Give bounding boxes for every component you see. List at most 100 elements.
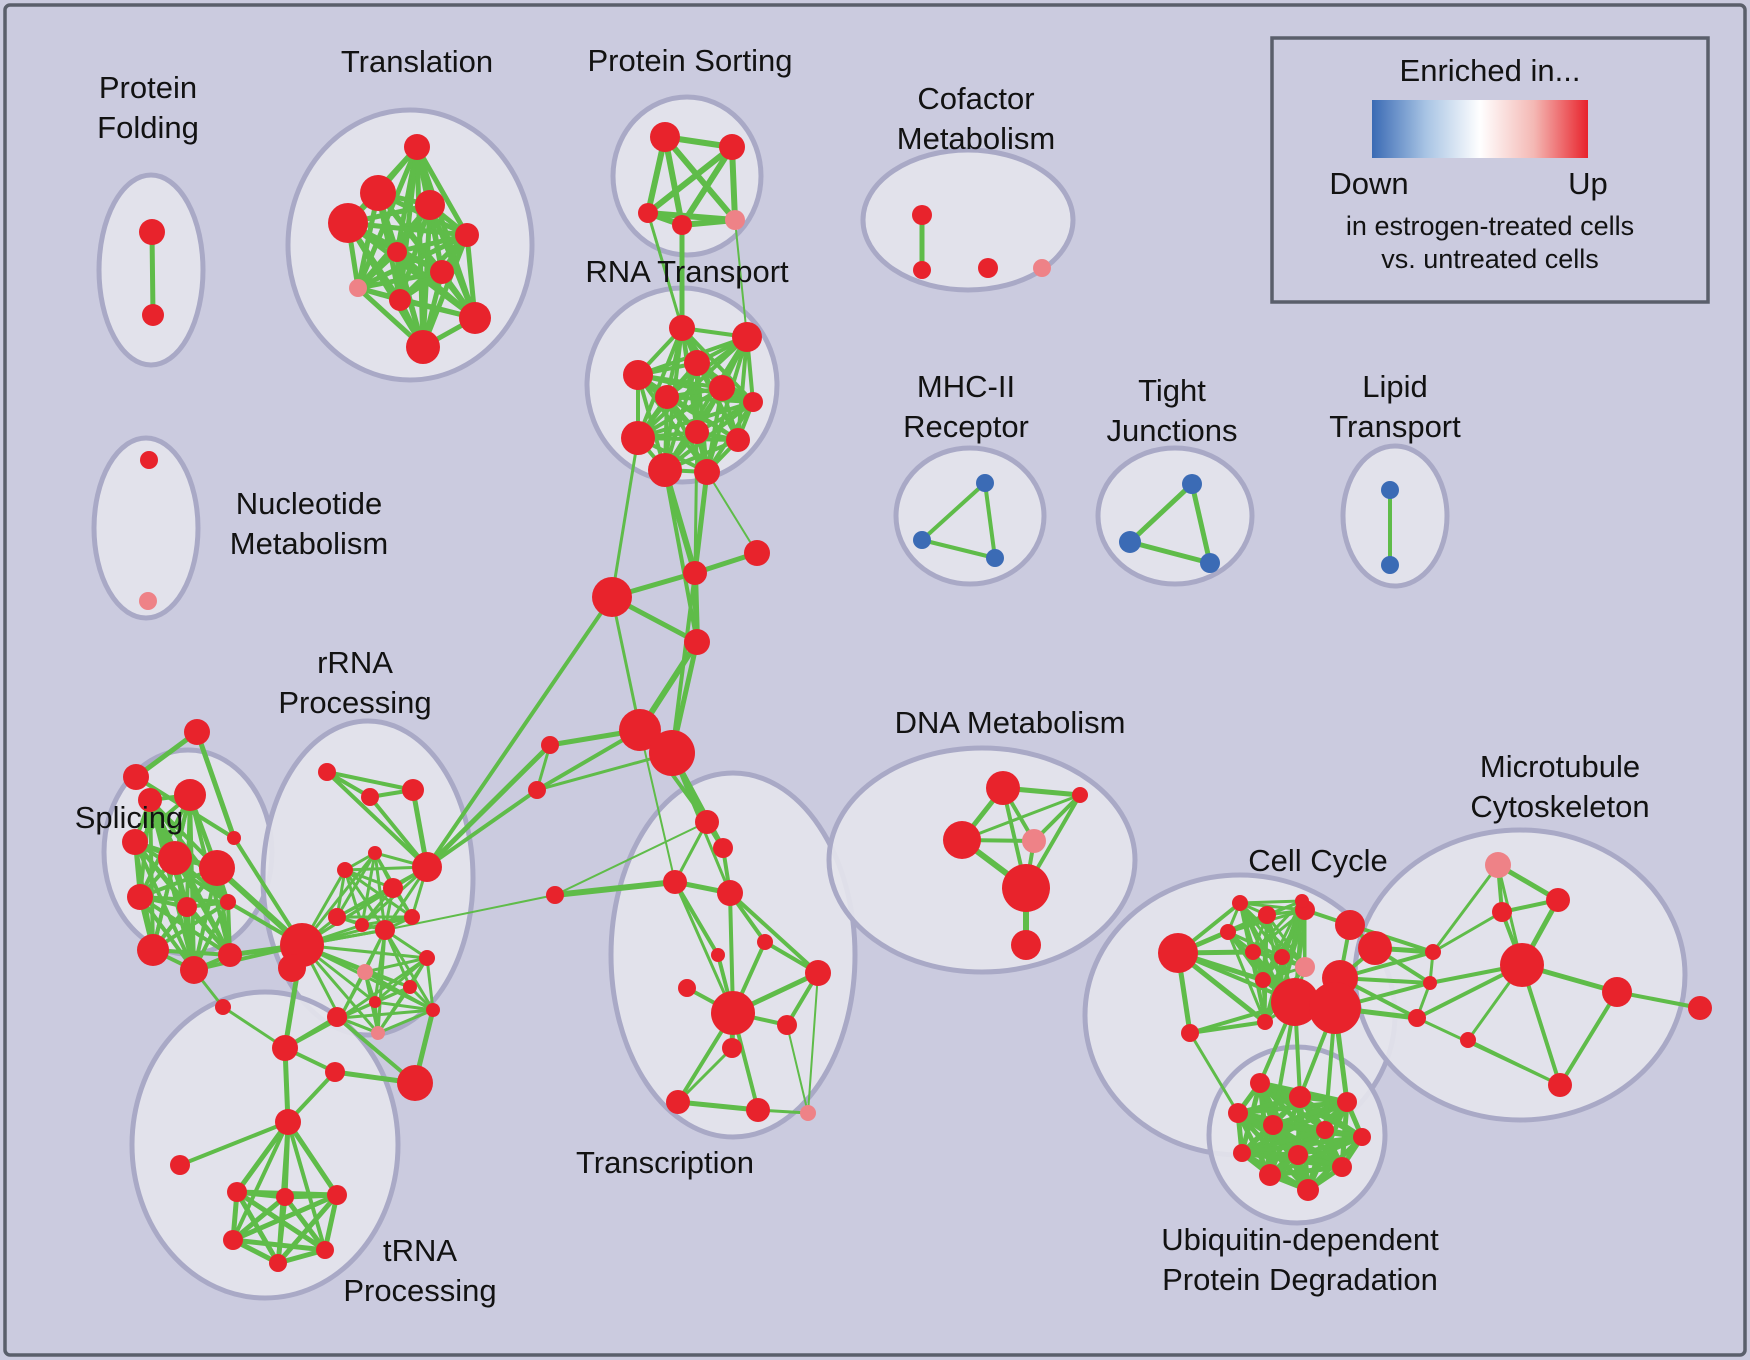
node-u2[interactable] (1289, 1086, 1311, 1108)
node-cc5[interactable] (1245, 944, 1261, 960)
node-x11[interactable] (722, 1038, 742, 1058)
node-t3[interactable] (415, 190, 445, 220)
node-mh1[interactable] (976, 474, 994, 492)
node-r4[interactable] (684, 350, 710, 376)
node-f2[interactable] (123, 764, 149, 790)
node-m1[interactable] (546, 886, 564, 904)
node-g7[interactable] (404, 909, 420, 925)
node-cc18[interactable] (1220, 924, 1236, 940)
node-mt1[interactable] (1485, 852, 1511, 878)
node-r7[interactable] (655, 385, 679, 409)
node-t2[interactable] (360, 175, 396, 211)
node-g12[interactable] (403, 980, 417, 994)
node-g9[interactable] (355, 918, 369, 932)
node-mt7[interactable] (1548, 1073, 1572, 1097)
node-mt3[interactable] (1492, 902, 1512, 922)
node-tr3[interactable] (325, 1062, 345, 1082)
node-ps2[interactable] (719, 134, 745, 160)
node-cc12[interactable] (1257, 1014, 1273, 1030)
node-tr11[interactable] (269, 1254, 287, 1272)
node-mt6[interactable] (1688, 996, 1712, 1020)
node-nm1[interactable] (140, 451, 158, 469)
node-cc17[interactable] (1295, 894, 1309, 908)
node-ms1[interactable] (215, 999, 231, 1015)
node-sp3[interactable] (122, 829, 148, 855)
node-s1[interactable] (541, 736, 559, 754)
node-j1[interactable] (1425, 944, 1441, 960)
node-sp4[interactable] (158, 841, 192, 875)
node-lp2[interactable] (1381, 556, 1399, 574)
node-sp10[interactable] (180, 956, 208, 984)
node-pf2[interactable] (142, 304, 164, 326)
node-d2[interactable] (943, 821, 981, 859)
node-x1[interactable] (695, 810, 719, 834)
node-g10[interactable] (328, 908, 346, 926)
node-sp1[interactable] (138, 788, 162, 812)
node-u11[interactable] (1259, 1164, 1281, 1186)
node-g13[interactable] (419, 950, 435, 966)
node-u9[interactable] (1288, 1145, 1308, 1165)
node-h1[interactable] (619, 709, 661, 751)
node-sp8[interactable] (220, 894, 236, 910)
node-mh2[interactable] (913, 531, 931, 549)
node-tr4[interactable] (397, 1065, 433, 1101)
node-t1[interactable] (404, 134, 430, 160)
node-sp9[interactable] (137, 934, 169, 966)
node-cf4[interactable] (1033, 259, 1051, 277)
node-ps3[interactable] (638, 203, 658, 223)
node-g2[interactable] (361, 788, 379, 806)
node-j3[interactable] (1408, 1009, 1426, 1027)
node-r12[interactable] (694, 459, 720, 485)
node-tr2[interactable] (327, 1007, 347, 1027)
node-t6[interactable] (387, 242, 407, 262)
node-cc1[interactable] (1158, 933, 1198, 973)
node-nm2[interactable] (139, 592, 157, 610)
node-u5[interactable] (1263, 1115, 1283, 1135)
node-mt4[interactable] (1500, 943, 1544, 987)
node-cc16[interactable] (1232, 895, 1248, 911)
node-tj2[interactable] (1119, 531, 1141, 553)
node-ps5[interactable] (725, 210, 745, 230)
node-cc9[interactable] (1255, 972, 1271, 988)
node-cf3[interactable] (978, 258, 998, 278)
node-r11[interactable] (648, 453, 682, 487)
node-t4[interactable] (328, 203, 368, 243)
node-mt2[interactable] (1546, 888, 1570, 912)
node-d4[interactable] (1072, 787, 1088, 803)
node-g3[interactable] (402, 779, 424, 801)
node-d5[interactable] (1002, 864, 1050, 912)
node-g5[interactable] (368, 846, 382, 860)
node-j2[interactable] (1423, 976, 1437, 990)
node-tr8[interactable] (276, 1188, 294, 1206)
node-c3[interactable] (592, 577, 632, 617)
node-lp1[interactable] (1381, 481, 1399, 499)
node-u1[interactable] (1250, 1073, 1270, 1093)
node-tj1[interactable] (1182, 474, 1202, 494)
node-t5[interactable] (455, 223, 479, 247)
node-tr1[interactable] (272, 1035, 298, 1061)
node-r5[interactable] (709, 375, 735, 401)
node-mh3[interactable] (986, 549, 1004, 567)
node-d1[interactable] (986, 771, 1020, 805)
node-f1[interactable] (184, 719, 210, 745)
node-r1[interactable] (669, 315, 695, 341)
node-r9[interactable] (726, 428, 750, 452)
node-r2[interactable] (732, 322, 762, 352)
node-g17[interactable] (426, 1003, 440, 1017)
node-t10[interactable] (459, 302, 491, 334)
node-x10[interactable] (777, 1015, 797, 1035)
node-u12[interactable] (1297, 1179, 1319, 1201)
node-ps4[interactable] (672, 215, 692, 235)
node-tr12[interactable] (316, 1241, 334, 1259)
node-x12[interactable] (666, 1090, 690, 1114)
node-mt5[interactable] (1602, 977, 1632, 1007)
node-cf1[interactable] (912, 205, 932, 225)
node-g8[interactable] (375, 920, 395, 940)
node-tr5[interactable] (275, 1109, 301, 1135)
node-c2[interactable] (744, 540, 770, 566)
node-u8[interactable] (1233, 1144, 1251, 1162)
node-r6[interactable] (743, 392, 763, 412)
node-cc2[interactable] (1258, 906, 1276, 924)
node-ps1[interactable] (650, 122, 680, 152)
node-s2[interactable] (528, 781, 546, 799)
